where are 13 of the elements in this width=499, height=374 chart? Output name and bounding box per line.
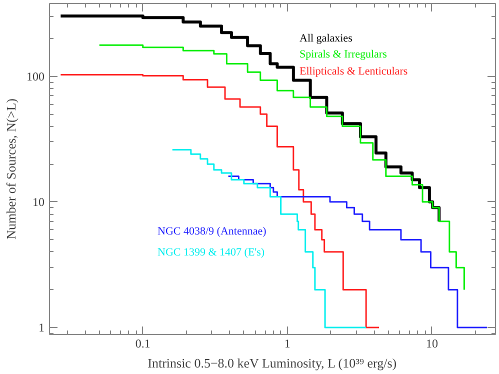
x-axis-title: Intrinsic 0.5−8.0 keV Luminosity, L (10³⁹ erg/s) (148, 356, 397, 370)
text: Spirals & Irregulars (300, 48, 387, 60)
text: NGC 1399 & 1407 (E's) (158, 246, 265, 258)
x-tick-label: 1 (284, 336, 290, 350)
y-tick-label: 100 (26, 69, 44, 84)
y-axis-title: Number of Sources, N(>L) (4, 98, 18, 240)
text: NGC 4038/9 (Antennae) (158, 226, 267, 238)
x-tick-label: 10 (426, 336, 438, 350)
text: Ellipticals & Lenticulars (300, 66, 408, 78)
y-tick-label: 10 (32, 194, 44, 209)
x-tick-label: 0.1 (135, 336, 150, 350)
y-tick-label: 1 (38, 320, 44, 335)
text: All galaxies (300, 32, 352, 44)
